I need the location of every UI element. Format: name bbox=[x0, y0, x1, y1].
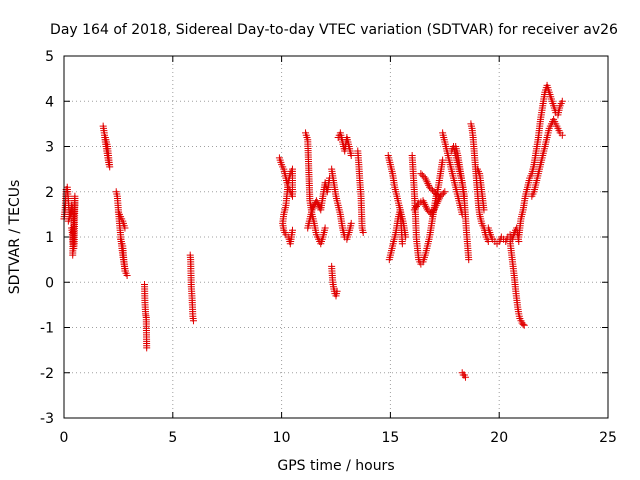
data-point bbox=[422, 202, 430, 210]
data-point bbox=[347, 219, 355, 227]
x-tick-label: 0 bbox=[60, 430, 69, 446]
data-point bbox=[288, 226, 296, 234]
x-tick-label: 10 bbox=[273, 430, 291, 446]
data-point bbox=[121, 224, 129, 232]
data-point bbox=[430, 188, 438, 196]
y-tick-label: 1 bbox=[45, 230, 54, 246]
data-point bbox=[121, 267, 129, 275]
data-point bbox=[520, 321, 528, 329]
data-point bbox=[558, 97, 566, 105]
y-tick-label: -1 bbox=[40, 321, 54, 337]
data-point bbox=[433, 191, 441, 199]
data-point bbox=[434, 192, 442, 200]
data-point bbox=[422, 176, 430, 184]
data-point bbox=[423, 178, 431, 186]
data-point bbox=[558, 131, 566, 139]
y-tick-label: -3 bbox=[40, 411, 54, 427]
data-point bbox=[424, 180, 432, 188]
data-point bbox=[441, 188, 449, 196]
data-point bbox=[418, 171, 426, 179]
data-point bbox=[101, 133, 109, 141]
x-tick-label: 25 bbox=[599, 430, 617, 446]
data-point bbox=[428, 210, 436, 218]
x-tick-label: 15 bbox=[381, 430, 399, 446]
data-point bbox=[421, 174, 429, 182]
chart-title: Day 164 of 2018, Sidereal Day-to-day VTE… bbox=[50, 22, 618, 38]
data-point bbox=[359, 228, 367, 236]
data-point bbox=[432, 201, 440, 209]
y-tick-label: 5 bbox=[45, 49, 54, 65]
data-point bbox=[419, 197, 427, 205]
data-point bbox=[484, 238, 492, 246]
data-point bbox=[460, 192, 468, 200]
data-point bbox=[431, 189, 439, 197]
data-point bbox=[429, 207, 437, 215]
data-point bbox=[423, 206, 431, 214]
data-point bbox=[420, 199, 428, 207]
data-point bbox=[123, 271, 131, 279]
data-point bbox=[429, 209, 437, 217]
data-point bbox=[428, 186, 436, 194]
data-point bbox=[480, 206, 488, 214]
data-point bbox=[465, 256, 473, 264]
data-point bbox=[321, 224, 329, 232]
data-point bbox=[421, 200, 429, 208]
y-tick-label: 2 bbox=[45, 185, 54, 201]
y-axis-label: SDTVAR / TECUs bbox=[7, 180, 23, 295]
y-tick-label: 0 bbox=[45, 275, 54, 291]
data-point bbox=[143, 344, 151, 352]
data-point bbox=[433, 200, 441, 208]
data-point bbox=[333, 287, 341, 295]
data-point bbox=[347, 152, 355, 160]
data-points bbox=[60, 81, 566, 381]
data-point bbox=[314, 200, 322, 208]
data-point bbox=[398, 240, 406, 248]
x-tick-label: 5 bbox=[168, 430, 177, 446]
data-point bbox=[461, 373, 469, 381]
x-tick-labels: 0 5 10 15 20 25 bbox=[60, 430, 617, 446]
data-point bbox=[425, 207, 433, 215]
y-tick-label: 3 bbox=[45, 140, 54, 156]
x-axis-label: GPS time / hours bbox=[277, 458, 394, 474]
data-point bbox=[519, 320, 527, 328]
y-tick-label: -2 bbox=[40, 366, 54, 382]
plot-frame bbox=[63, 55, 609, 419]
x-tick-label: 20 bbox=[490, 430, 508, 446]
data-point bbox=[417, 170, 425, 178]
data-point bbox=[439, 189, 447, 197]
data-point bbox=[427, 185, 435, 193]
data-point bbox=[431, 203, 439, 211]
data-point bbox=[189, 317, 197, 325]
data-point bbox=[426, 183, 434, 191]
data-point bbox=[439, 156, 447, 164]
grid-lines bbox=[64, 56, 608, 418]
y-tick-labels: -3 -2 -1 0 1 2 3 4 5 bbox=[40, 49, 54, 427]
y-tick-label: 4 bbox=[45, 94, 54, 110]
data-point bbox=[309, 204, 317, 212]
data-point bbox=[430, 205, 438, 213]
data-point bbox=[69, 251, 77, 259]
data-point bbox=[308, 206, 316, 214]
